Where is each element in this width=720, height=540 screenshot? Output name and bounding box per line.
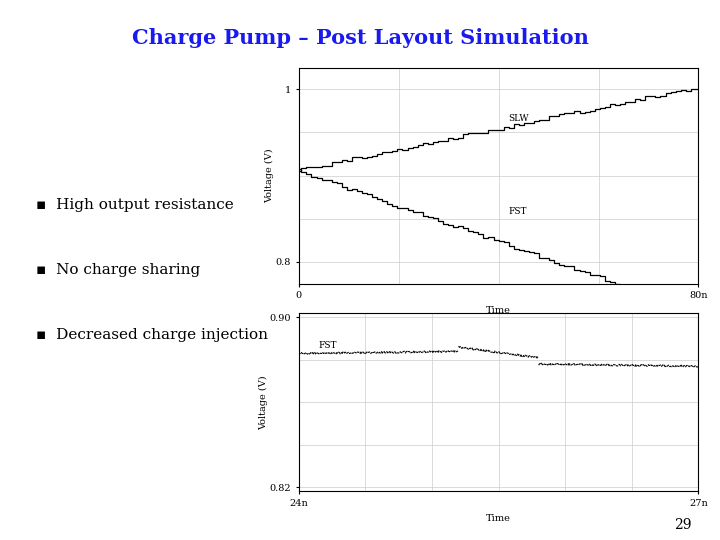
X-axis label: Time: Time <box>486 514 511 523</box>
Y-axis label: Voltage (V): Voltage (V) <box>259 375 268 430</box>
Text: SLW: SLW <box>508 114 529 123</box>
Text: 29: 29 <box>674 518 691 532</box>
Text: ▪  High output resistance: ▪ High output resistance <box>36 198 234 212</box>
Text: Charge Pump – Post Layout Simulation: Charge Pump – Post Layout Simulation <box>132 28 588 48</box>
Text: ▪  No charge sharing: ▪ No charge sharing <box>36 263 200 277</box>
Y-axis label: Voltage (V): Voltage (V) <box>265 148 274 203</box>
Text: ▪  Decreased charge injection: ▪ Decreased charge injection <box>36 328 268 342</box>
Text: FST: FST <box>508 207 527 217</box>
Text: FST: FST <box>319 341 337 350</box>
X-axis label: Time: Time <box>486 306 511 315</box>
